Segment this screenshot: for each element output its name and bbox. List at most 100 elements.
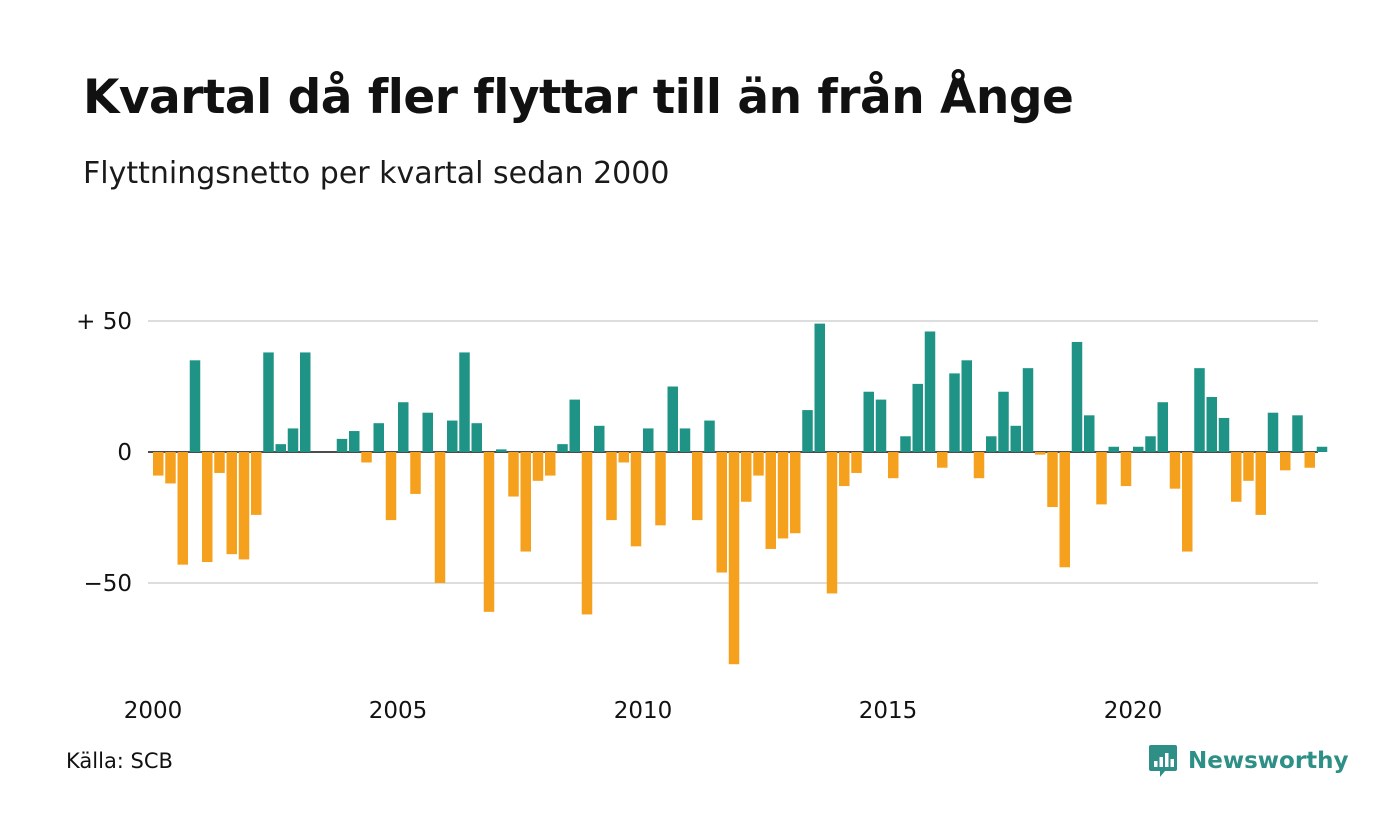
bar-positive	[569, 399, 580, 452]
bar-negative	[581, 452, 593, 615]
bar-positive	[447, 420, 458, 452]
bar-positive	[875, 399, 887, 452]
bar-positive	[496, 449, 507, 452]
source-note: Källa: SCB	[66, 749, 173, 773]
bar-positive	[398, 402, 409, 452]
bar-positive	[373, 423, 384, 452]
x-tick-label: 2005	[369, 698, 428, 724]
bar-negative	[1047, 452, 1058, 508]
bar-positive	[557, 444, 568, 452]
bar-positive	[998, 391, 1009, 452]
bar-negative	[177, 452, 188, 565]
bar-positive	[1084, 415, 1095, 452]
bar-positive	[300, 352, 311, 452]
y-tick-label: −50	[83, 571, 132, 597]
bar-positive	[679, 428, 691, 452]
bar-negative	[741, 452, 752, 502]
bar-negative	[888, 452, 899, 479]
bar-positive	[643, 428, 654, 452]
brand-logo: Newsworthy	[1148, 744, 1349, 778]
bar-positive	[594, 425, 605, 452]
bar-positive	[704, 420, 715, 452]
bar-positive	[1194, 368, 1205, 452]
x-tick-label: 2020	[1104, 698, 1163, 724]
bar-positive	[459, 352, 470, 452]
x-tick-label: 2000	[124, 698, 183, 724]
bar-positive	[263, 352, 274, 452]
bar-negative	[483, 452, 495, 612]
bar-positive	[349, 431, 360, 452]
bar-negative	[1035, 452, 1046, 455]
bar-positive	[1316, 446, 1328, 452]
bar-negative	[545, 452, 556, 476]
bar-positive	[336, 438, 348, 452]
x-tick-label: 2010	[614, 698, 673, 724]
bar-positive	[1145, 436, 1156, 452]
bar-negative	[777, 452, 789, 539]
chart-title: Kvartal då fler flyttar till än från Ång…	[83, 70, 1074, 125]
bar-positive	[900, 436, 911, 452]
bar-negative	[1096, 452, 1107, 505]
bar-negative	[851, 452, 862, 473]
bar-positive	[863, 391, 874, 452]
newsworthy-logo-icon	[1149, 745, 1177, 777]
bar-positive	[1218, 417, 1230, 452]
bar-positive	[814, 323, 825, 452]
bar-negative	[508, 452, 519, 497]
bar-negative	[1280, 452, 1291, 471]
bar-positive	[986, 436, 997, 452]
bar-positive	[1022, 368, 1034, 452]
y-tick-label: 0	[117, 440, 132, 466]
bar-positive	[961, 360, 972, 452]
bar-negative	[1120, 452, 1132, 487]
bar-negative	[1059, 452, 1070, 568]
bar-positive	[422, 412, 433, 452]
bar-positive	[275, 444, 286, 452]
bar-negative	[1304, 452, 1315, 468]
bar-positive	[189, 360, 201, 452]
bar-positive	[949, 373, 960, 452]
bar-negative	[410, 452, 421, 494]
bar-negative	[434, 452, 446, 583]
bar-negative	[226, 452, 237, 555]
bar-negative	[238, 452, 250, 560]
bar-negative	[165, 452, 176, 484]
bar-negative	[839, 452, 850, 487]
bar-negative	[716, 452, 727, 573]
bar-negative	[826, 452, 838, 594]
bar-negative	[361, 452, 372, 463]
bar-positive	[667, 386, 678, 452]
bar-negative	[251, 452, 262, 515]
bar-positive	[1071, 341, 1083, 452]
bar-negative	[214, 452, 225, 473]
bar-negative	[1255, 452, 1266, 515]
bar-negative	[520, 452, 531, 552]
chart-subtitle: Flyttningsnetto per kvartal sedan 2000	[83, 156, 670, 191]
bar-negative	[532, 452, 544, 481]
bar-positive	[1133, 446, 1144, 452]
bar-negative	[1182, 452, 1193, 552]
bar-positive	[1267, 412, 1279, 452]
bar-negative	[692, 452, 703, 521]
bar-negative	[753, 452, 764, 476]
bar-negative	[385, 452, 397, 521]
bar-negative	[937, 452, 948, 468]
bar-negative	[618, 452, 629, 463]
bar-negative	[1169, 452, 1181, 489]
bar-positive	[287, 428, 299, 452]
bars	[153, 323, 1328, 665]
bar-positive	[1206, 396, 1217, 452]
bar-negative	[790, 452, 801, 534]
bar-negative	[630, 452, 642, 547]
bar-negative	[606, 452, 617, 521]
bar-negative	[728, 452, 740, 665]
axis-labels: + 50 0 −50 2000 2005 2010 2015 2020	[76, 309, 1162, 724]
bar-negative	[1231, 452, 1242, 502]
bar-negative	[1243, 452, 1254, 481]
bar-negative	[153, 452, 164, 476]
bar-positive	[1157, 402, 1168, 452]
bar-negative	[765, 452, 776, 549]
x-tick-label: 2015	[859, 698, 918, 724]
bar-positive	[924, 331, 936, 452]
